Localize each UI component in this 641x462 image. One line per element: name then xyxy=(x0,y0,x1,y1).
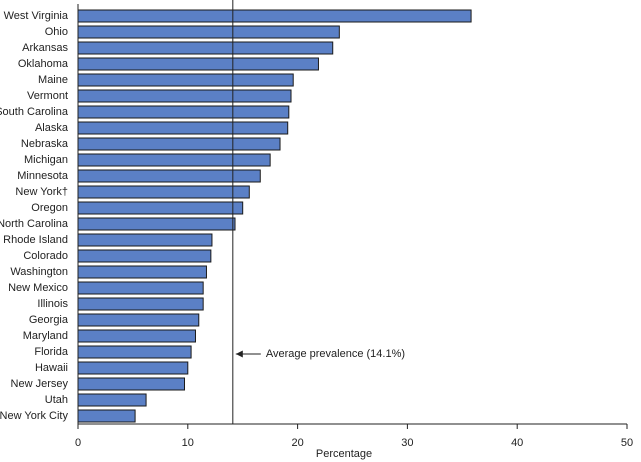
y-tick-label: New Mexico xyxy=(8,282,68,294)
bar xyxy=(77,201,244,215)
x-tick-label: 50 xyxy=(621,437,633,449)
bar xyxy=(77,329,196,343)
bar xyxy=(77,233,213,247)
bar xyxy=(77,121,289,135)
y-tick-label: New Jersey xyxy=(11,378,69,390)
y-tick-label: Florida xyxy=(34,346,69,358)
x-tick-label: 0 xyxy=(75,437,81,449)
x-tick-label: 30 xyxy=(401,437,413,449)
bar xyxy=(77,217,236,231)
y-tick-label: Utah xyxy=(45,394,68,406)
bar xyxy=(77,265,207,279)
bar xyxy=(77,345,192,359)
y-tick-label: Oklahoma xyxy=(18,58,69,70)
bar xyxy=(77,313,200,327)
y-tick-label: Maryland xyxy=(23,330,68,342)
annotation-arrowhead xyxy=(235,350,243,358)
x-tick-label: 10 xyxy=(182,437,194,449)
y-tick-label: Vermont xyxy=(27,90,68,102)
bar xyxy=(77,249,212,263)
bar xyxy=(77,297,204,311)
y-tick-label: Alaska xyxy=(35,122,69,134)
bar xyxy=(77,377,186,391)
y-tick-label: South Carolina xyxy=(0,106,69,118)
bar xyxy=(77,393,147,407)
y-tick-label: New York† xyxy=(15,186,68,198)
bar xyxy=(77,185,250,199)
bar xyxy=(77,361,189,375)
bar xyxy=(77,281,204,295)
y-tick-label: Maine xyxy=(38,74,68,86)
bar xyxy=(77,9,472,23)
y-tick-label: North Carolina xyxy=(0,218,69,230)
x-tick-label: 20 xyxy=(291,437,303,449)
bar xyxy=(77,25,340,39)
y-tick-label: Illinois xyxy=(37,298,68,310)
x-tick-label: 40 xyxy=(511,437,523,449)
annotation: Average prevalence (14.1%) xyxy=(266,348,405,360)
y-tick-label: Michigan xyxy=(24,154,68,166)
y-tick-label: Washington xyxy=(10,266,68,278)
y-tick-label: New York City xyxy=(0,410,68,422)
x-axis-label: Percentage xyxy=(316,448,372,460)
bar xyxy=(77,409,136,423)
bar xyxy=(77,73,294,87)
y-tick-label: Arkansas xyxy=(22,42,68,54)
y-tick-label: Minnesota xyxy=(17,170,69,182)
y-tick-label: Oregon xyxy=(31,202,68,214)
y-tick-label: Georgia xyxy=(29,314,69,326)
bar xyxy=(77,57,319,71)
bar xyxy=(77,153,271,167)
y-tick-label: Colorado xyxy=(23,250,68,262)
y-tick-label: Rhode Island xyxy=(3,234,68,246)
y-tick-label: West Virginia xyxy=(4,10,69,22)
bar xyxy=(77,41,334,55)
bar xyxy=(77,105,290,119)
y-tick-label: Hawaii xyxy=(35,362,68,374)
bar xyxy=(77,137,281,151)
bar xyxy=(77,89,292,103)
y-tick-label: Ohio xyxy=(45,26,68,38)
y-tick-label: Nebraska xyxy=(21,138,69,150)
